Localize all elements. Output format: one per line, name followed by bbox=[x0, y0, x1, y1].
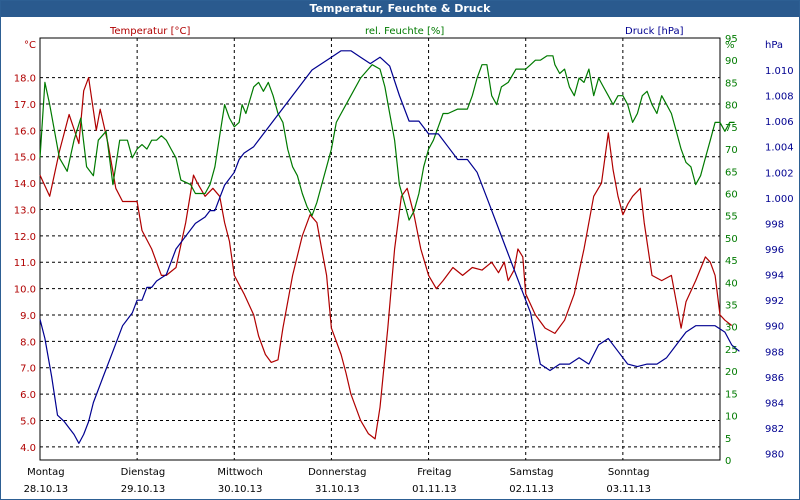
day-label: Mittwoch bbox=[217, 467, 262, 478]
day-label: Freitag bbox=[417, 467, 451, 478]
humidity-tick-label: 55 bbox=[725, 212, 738, 223]
pressure-tick-label: 990 bbox=[765, 322, 784, 333]
temp-tick-label: 6.0 bbox=[20, 390, 36, 401]
temp-tick-label: 8.0 bbox=[20, 337, 36, 348]
pressure-unit-label: hPa bbox=[765, 40, 783, 51]
legend-humidity: rel. Feuchte [%] bbox=[365, 26, 444, 37]
pressure-tick-label: 1.006 bbox=[765, 117, 794, 128]
day-label: Donnerstag bbox=[308, 467, 366, 478]
pressure-tick-label: 1.004 bbox=[765, 143, 794, 154]
date-label: 03.11.13 bbox=[606, 484, 651, 495]
date-label: 01.11.13 bbox=[412, 484, 457, 495]
temp-tick-label: 11.0 bbox=[14, 258, 36, 269]
humidity-tick-label: 20 bbox=[725, 367, 738, 378]
pressure-tick-label: 982 bbox=[765, 424, 784, 435]
pressure-tick-label: 1.000 bbox=[765, 194, 794, 205]
plot-area bbox=[39, 37, 721, 461]
humidity-tick-label: 90 bbox=[725, 56, 738, 67]
temp-tick-label: 13.0 bbox=[14, 205, 36, 216]
chart-title: Temperatur, Feuchte & Druck bbox=[1, 1, 799, 17]
humidity-unit-label: % bbox=[725, 40, 735, 51]
humidity-tick-label: 60 bbox=[725, 189, 738, 200]
series-line-temp bbox=[39, 77, 733, 440]
humidity-tick-label: 50 bbox=[725, 234, 738, 245]
pressure-tick-label: 1.010 bbox=[765, 66, 794, 77]
temp-tick-label: 15.0 bbox=[14, 153, 36, 164]
temp-tick-label: 9.0 bbox=[20, 311, 36, 322]
date-label: 29.10.13 bbox=[121, 484, 166, 495]
temp-unit-label: °C bbox=[24, 40, 36, 51]
day-label: Montag bbox=[27, 467, 64, 478]
humidity-tick-label: 95 bbox=[725, 34, 738, 45]
pressure-tick-label: 980 bbox=[765, 450, 784, 461]
humidity-tick-label: 40 bbox=[725, 278, 738, 289]
temp-tick-label: 14.0 bbox=[14, 179, 36, 190]
date-label: 02.11.13 bbox=[509, 484, 554, 495]
temp-tick-label: 12.0 bbox=[14, 232, 36, 243]
series-line-press bbox=[39, 50, 740, 444]
humidity-tick-label: 75 bbox=[725, 123, 738, 134]
pressure-tick-label: 998 bbox=[765, 219, 784, 230]
pressure-tick-label: 986 bbox=[765, 373, 784, 384]
humidity-tick-label: 45 bbox=[725, 256, 738, 267]
axes: 4.0 5.0 6.0 7.0 8.0 9.0 10.0 11.0 12.0 13.0 14.0 15… bbox=[14, 34, 794, 495]
temp-tick-label: 18.0 bbox=[14, 74, 36, 85]
temp-tick-label: 10.0 bbox=[14, 285, 36, 296]
humidity-tick-label: 15 bbox=[725, 389, 738, 400]
temp-tick-label: 7.0 bbox=[20, 364, 36, 375]
pressure-tick-label: 1.002 bbox=[765, 168, 794, 179]
date-label: 30.10.13 bbox=[218, 484, 263, 495]
date-label: 31.10.13 bbox=[315, 484, 360, 495]
date-label: 28.10.13 bbox=[24, 484, 69, 495]
humidity-tick-label: 80 bbox=[725, 101, 738, 112]
day-label: Sonntag bbox=[608, 467, 650, 478]
legend-temperature: Temperatur [°C] bbox=[109, 26, 190, 37]
pressure-tick-label: 988 bbox=[765, 347, 784, 358]
legend-pressure: Druck [hPa] bbox=[625, 26, 684, 37]
pressure-tick-label: 994 bbox=[765, 271, 784, 282]
temp-tick-label: 4.0 bbox=[20, 443, 36, 454]
humidity-tick-label: 30 bbox=[725, 323, 738, 334]
day-label: Samstag bbox=[510, 467, 554, 478]
humidity-tick-label: 65 bbox=[725, 167, 738, 178]
series-line-hum bbox=[39, 55, 735, 221]
series-lines bbox=[39, 50, 740, 444]
humidity-tick-label: 70 bbox=[725, 145, 738, 156]
grid bbox=[40, 38, 720, 460]
pressure-tick-label: 992 bbox=[765, 296, 784, 307]
pressure-tick-label: 1.008 bbox=[765, 92, 794, 103]
humidity-tick-label: 85 bbox=[725, 78, 738, 89]
pressure-tick-label: 996 bbox=[765, 245, 784, 256]
day-label: Dienstag bbox=[121, 467, 166, 478]
humidity-tick-label: 10 bbox=[725, 412, 738, 423]
humidity-tick-label: 25 bbox=[725, 345, 738, 356]
temp-tick-label: 17.0 bbox=[14, 100, 36, 111]
humidity-tick-label: 35 bbox=[725, 301, 738, 312]
humidity-tick-label: 5 bbox=[725, 434, 731, 445]
temp-tick-label: 5.0 bbox=[20, 416, 36, 427]
pressure-tick-label: 984 bbox=[765, 398, 784, 409]
humidity-tick-label: 0 bbox=[725, 456, 731, 467]
temp-tick-label: 16.0 bbox=[14, 126, 36, 137]
